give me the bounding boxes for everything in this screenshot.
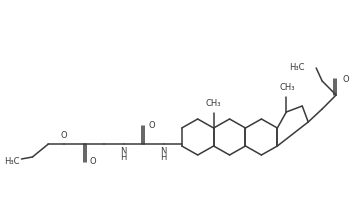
Text: N: N	[120, 146, 126, 156]
Text: H₃C: H₃C	[289, 64, 304, 73]
Text: O: O	[342, 75, 349, 84]
Text: H₃C: H₃C	[4, 157, 19, 165]
Text: CH₃: CH₃	[206, 99, 221, 108]
Text: H: H	[120, 154, 126, 162]
Text: CH₃: CH₃	[280, 83, 295, 92]
Text: O: O	[149, 121, 155, 130]
Text: H: H	[160, 154, 166, 162]
Text: O: O	[61, 132, 68, 140]
Text: N: N	[160, 146, 166, 156]
Text: O: O	[89, 157, 96, 167]
